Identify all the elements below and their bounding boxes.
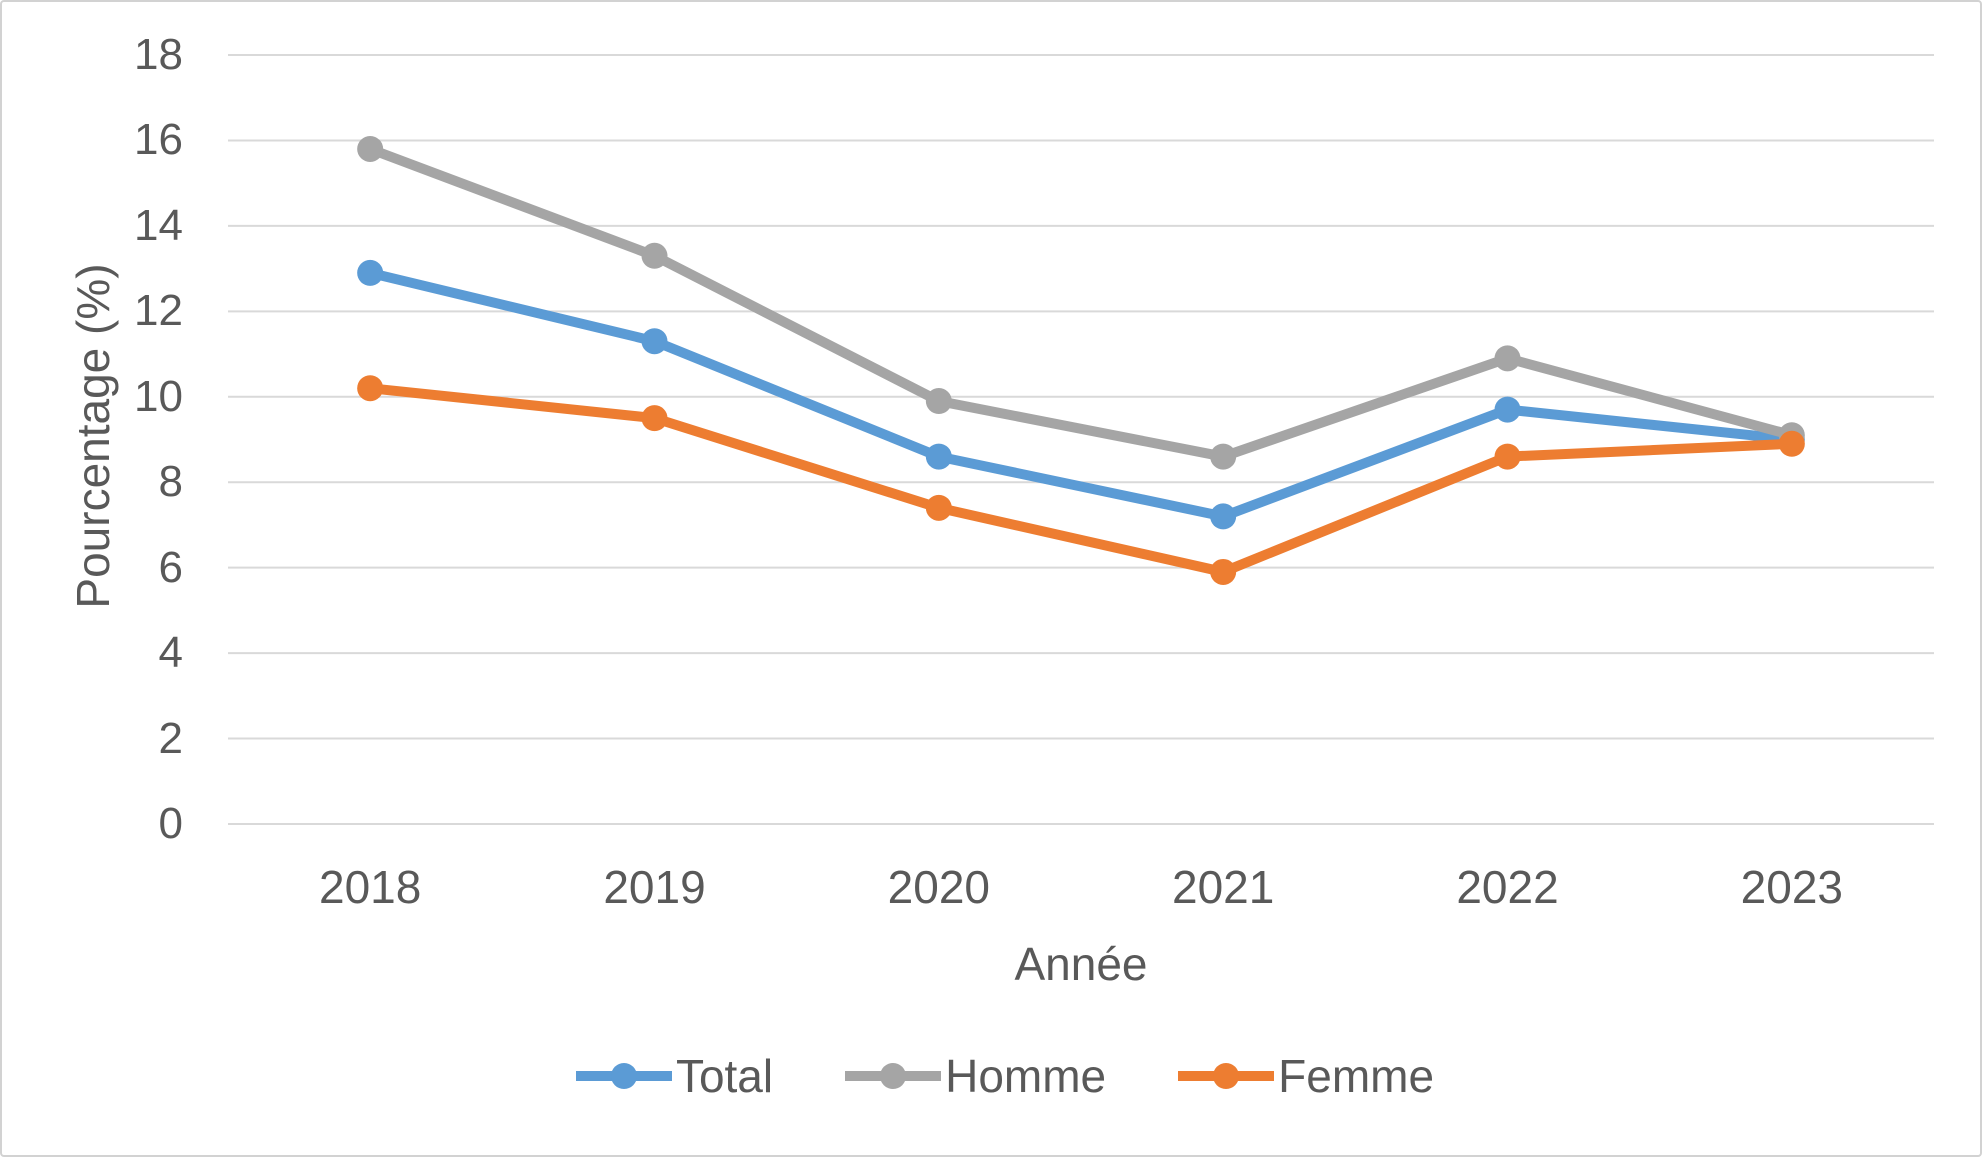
data-point-femme-2018 [357, 375, 384, 402]
y-tick-label: 8 [158, 457, 183, 507]
y-tick-label: 4 [158, 628, 183, 678]
x-tick-label: 2020 [887, 861, 990, 913]
data-point-homme-2019 [641, 242, 668, 269]
legend-item-homme: Homme [843, 1051, 1106, 1101]
y-tick-label: 18 [134, 30, 183, 79]
x-tick-label: 2018 [318, 861, 422, 913]
x-tick-label: 2023 [1740, 861, 1843, 913]
series-line-femme [365, 383, 1797, 577]
data-point-total-2022 [1494, 396, 1521, 423]
legend-label: Homme [945, 1050, 1107, 1102]
legend-marker-homme [845, 1063, 942, 1089]
y-tick-label: 12 [134, 286, 183, 336]
x-axis-title: Année [1014, 938, 1148, 990]
data-point-homme-2022 [1494, 345, 1521, 372]
series-line-homme [365, 143, 1797, 462]
x-tick-label: 2021 [1171, 861, 1275, 913]
y-tick-label: 6 [158, 542, 183, 592]
y-tick-label: 10 [134, 371, 183, 421]
x-tick-label: 2019 [603, 861, 706, 913]
data-point-total-2020 [925, 443, 952, 470]
data-point-femme-2023 [1778, 430, 1805, 457]
y-tick-label: 16 [134, 115, 183, 165]
legend-marker-femme [1178, 1063, 1275, 1089]
data-point-femme-2021 [1210, 558, 1237, 585]
data-point-femme-2019 [641, 405, 668, 432]
data-point-total-2019 [641, 328, 668, 355]
y-tick-label: 14 [134, 200, 183, 250]
legend-label: Femme [1278, 1050, 1435, 1102]
x-tick-label: 2022 [1456, 861, 1559, 913]
legend: Total Homme Femme [2, 1046, 1980, 1106]
y-tick-label: 0 [158, 799, 183, 848]
data-point-total-2018 [357, 259, 384, 286]
legend-marker-total [575, 1063, 672, 1089]
legend-item-total: Total [574, 1051, 773, 1101]
series-line-total [365, 267, 1797, 522]
data-point-total-2021 [1210, 503, 1237, 530]
legend-item-femme: Femme [1176, 1051, 1434, 1101]
data-point-homme-2021 [1210, 443, 1237, 470]
data-point-homme-2018 [357, 135, 384, 162]
legend-label: Total [675, 1050, 774, 1102]
data-point-femme-2022 [1494, 443, 1521, 470]
data-point-homme-2020 [925, 388, 952, 415]
y-axis-title: Pourcentage (%) [67, 263, 119, 609]
data-point-femme-2020 [925, 494, 952, 521]
y-tick-label: 2 [158, 713, 183, 763]
